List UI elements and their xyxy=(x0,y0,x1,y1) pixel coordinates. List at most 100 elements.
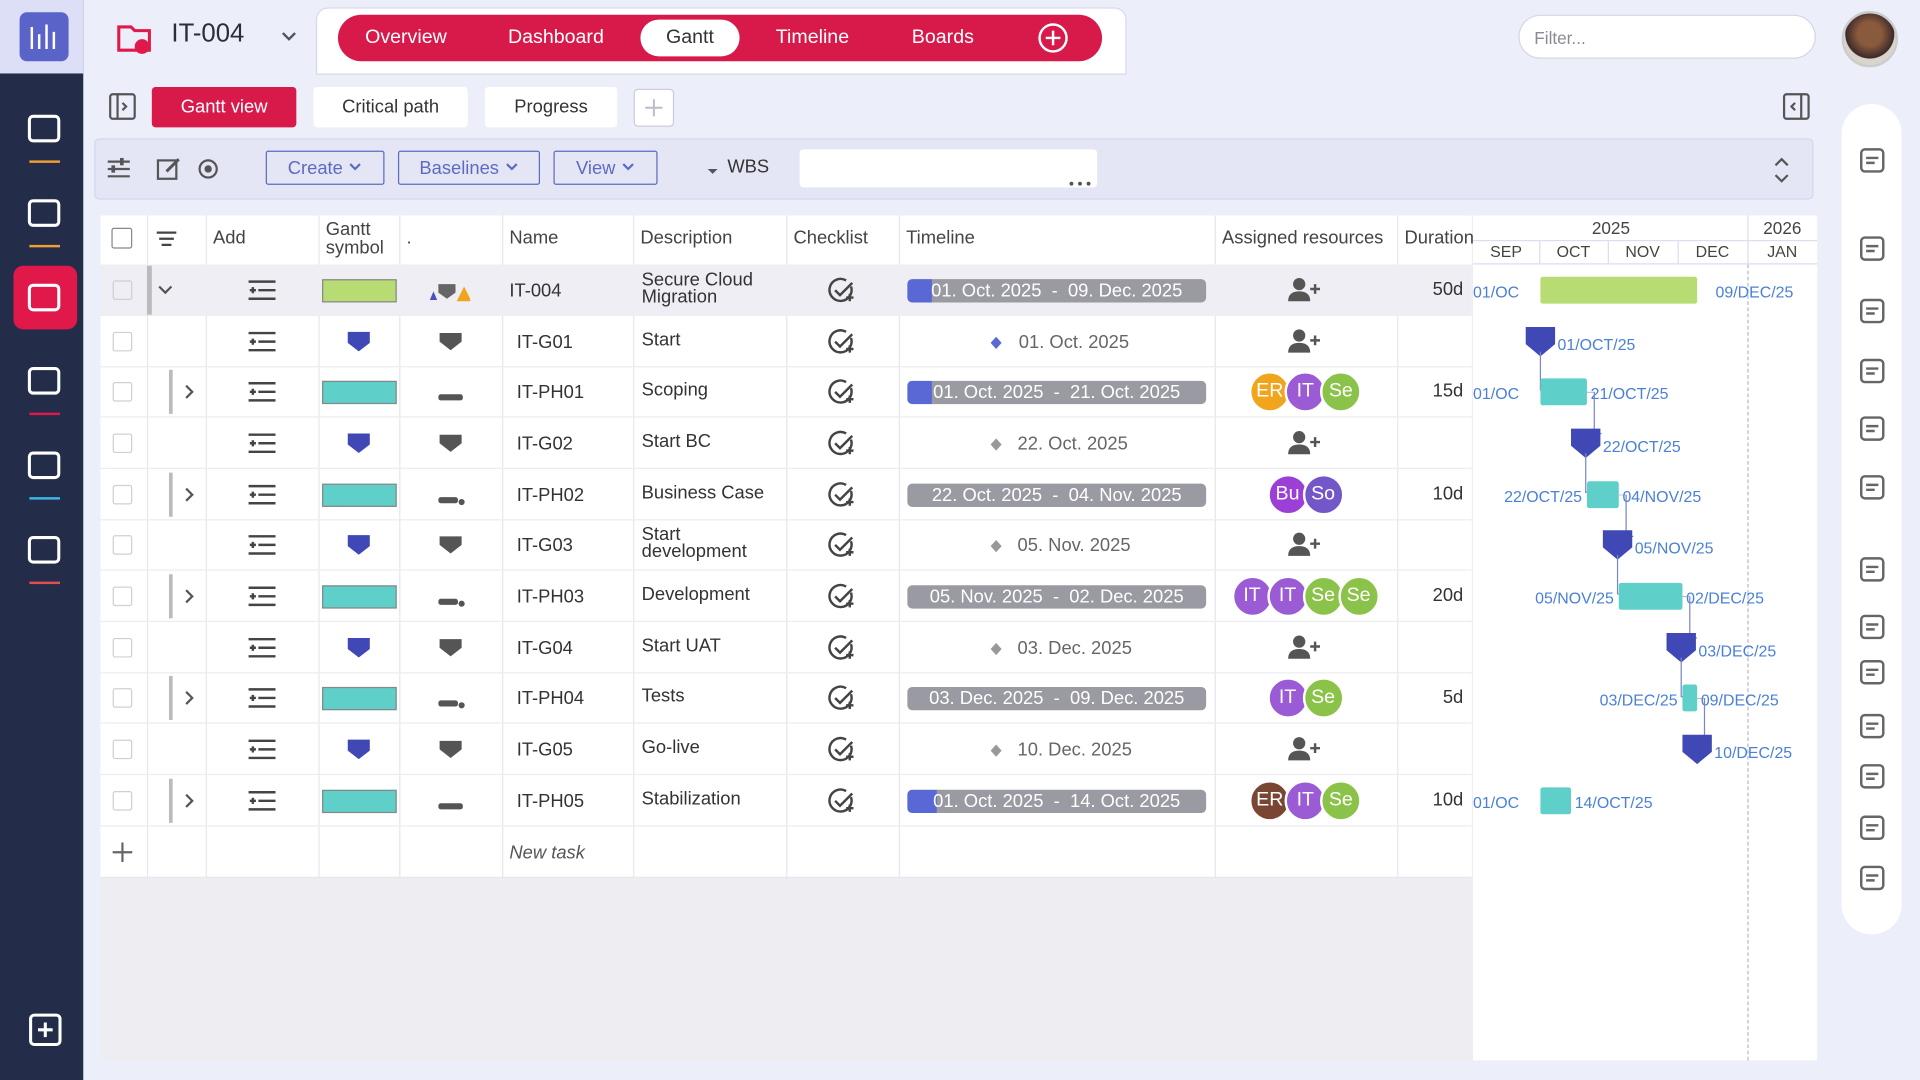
gantt-bar[interactable] xyxy=(1682,684,1698,712)
view-tab[interactable]: Gantt view xyxy=(151,86,297,128)
nav-tab[interactable]: Gantt xyxy=(640,19,740,57)
gantt-bar[interactable] xyxy=(1586,481,1619,509)
expand-toggle[interactable] xyxy=(181,486,198,509)
task-description[interactable]: Start development xyxy=(641,524,747,563)
tool-target[interactable] xyxy=(195,156,222,189)
task-description[interactable]: Secure Cloud Migration xyxy=(641,269,753,308)
add-subtask[interactable] xyxy=(247,584,276,615)
task-description[interactable]: Start BC xyxy=(641,431,712,452)
gantt-milestone[interactable] xyxy=(1570,427,1602,465)
gantt-milestone[interactable] xyxy=(1602,529,1634,567)
expand-toggle[interactable] xyxy=(181,689,198,712)
view-tab[interactable]: Critical path xyxy=(313,86,468,128)
add-subtask[interactable] xyxy=(247,278,276,309)
checklist-icon[interactable] xyxy=(827,277,856,310)
gantt-bar[interactable] xyxy=(1540,787,1572,815)
expand-toggle[interactable] xyxy=(157,282,174,305)
right-tool-icon[interactable] xyxy=(1856,355,1888,393)
task-name[interactable]: IT-004 xyxy=(509,280,562,302)
toolbar-button[interactable]: View xyxy=(553,150,658,185)
header-sort[interactable] xyxy=(156,229,178,255)
checklist-icon[interactable] xyxy=(827,481,856,514)
nav-add[interactable] xyxy=(1036,21,1070,61)
resource-avatar[interactable]: IT xyxy=(1284,371,1327,413)
tool-edit[interactable] xyxy=(156,156,183,189)
right-tool-icon[interactable] xyxy=(1856,656,1888,694)
row-checkbox[interactable] xyxy=(112,586,133,607)
view-tab[interactable]: Progress xyxy=(484,86,618,128)
row-checkbox[interactable] xyxy=(112,382,133,402)
row-checkbox[interactable] xyxy=(112,637,133,658)
add-subtask[interactable] xyxy=(247,482,276,513)
nav-tab[interactable]: Overview xyxy=(365,26,447,48)
right-tool-icon[interactable] xyxy=(1856,413,1888,451)
resource-avatar[interactable]: ER xyxy=(1248,780,1291,822)
gantt-milestone[interactable] xyxy=(1681,733,1713,771)
right-tool-icon[interactable] xyxy=(1856,812,1888,850)
task-name[interactable]: IT-G03 xyxy=(516,535,573,556)
side-nav-icon[interactable] xyxy=(24,195,63,238)
task-description[interactable]: Stabilization xyxy=(641,788,741,810)
wbs-input[interactable] xyxy=(799,149,1098,188)
assign-resource[interactable] xyxy=(1287,634,1321,667)
resource-avatar[interactable]: IT xyxy=(1284,780,1327,822)
nav-tab[interactable]: Boards xyxy=(911,26,974,48)
right-tool-icon[interactable] xyxy=(1856,471,1888,509)
task-description[interactable]: Start UAT xyxy=(641,635,721,657)
task-name[interactable]: IT-G05 xyxy=(516,739,573,761)
expand-toggle[interactable] xyxy=(181,792,198,815)
row-checkbox[interactable] xyxy=(112,688,133,708)
header-checkbox[interactable] xyxy=(111,227,133,249)
resource-avatar[interactable]: Se xyxy=(1337,575,1380,618)
resource-avatar[interactable]: Se xyxy=(1320,371,1362,413)
row-checkbox[interactable] xyxy=(112,739,133,760)
row-checkbox[interactable] xyxy=(112,280,133,301)
nav-tab[interactable]: Timeline xyxy=(775,26,850,48)
task-name[interactable]: IT-PH03 xyxy=(516,586,585,608)
resource-avatar[interactable]: So xyxy=(1302,473,1344,516)
task-name[interactable]: IT-PH05 xyxy=(516,791,585,812)
tool-settings[interactable] xyxy=(105,156,132,189)
assign-resource[interactable] xyxy=(1287,328,1321,361)
wbs-arrow[interactable] xyxy=(707,162,719,184)
checklist-icon[interactable] xyxy=(827,684,856,717)
row-checkbox[interactable] xyxy=(112,433,133,454)
add-subtask[interactable] xyxy=(247,737,276,768)
resource-avatar[interactable]: Bu xyxy=(1266,473,1309,516)
add-subtask[interactable] xyxy=(247,533,276,564)
add-icon[interactable] xyxy=(27,1011,64,1054)
right-tool-icon[interactable] xyxy=(1856,295,1888,333)
row-checkbox[interactable] xyxy=(112,484,133,505)
wbs-more[interactable] xyxy=(1068,171,1092,193)
user-avatar[interactable] xyxy=(1841,11,1898,68)
gantt-milestone[interactable] xyxy=(1665,632,1697,670)
toolbar-button[interactable]: Create xyxy=(265,150,385,185)
right-tool-icon[interactable] xyxy=(1856,862,1888,900)
task-name[interactable]: IT-PH01 xyxy=(516,382,585,403)
project-dropdown[interactable] xyxy=(279,27,299,53)
new-task[interactable]: New task xyxy=(509,842,585,864)
add-subtask[interactable] xyxy=(247,636,276,667)
toolbar-button[interactable]: Baselines xyxy=(397,150,541,185)
task-description[interactable]: Business Case xyxy=(641,482,765,504)
resource-avatar[interactable]: IT xyxy=(1231,575,1273,618)
expand-toggle[interactable] xyxy=(181,588,198,611)
toolbar-expand[interactable] xyxy=(1772,154,1792,192)
gantt-bar[interactable] xyxy=(1540,276,1698,304)
panel-toggle[interactable] xyxy=(108,92,137,128)
side-nav-icon[interactable] xyxy=(24,447,63,490)
checklist-icon[interactable] xyxy=(827,430,856,463)
task-name[interactable]: IT-PH04 xyxy=(516,688,585,709)
resource-avatar[interactable]: IT xyxy=(1266,575,1309,618)
add-subtask[interactable] xyxy=(247,431,276,462)
side-nav-icon[interactable] xyxy=(24,110,63,153)
row-checkbox[interactable] xyxy=(112,331,133,352)
checklist-icon[interactable] xyxy=(827,787,856,820)
row-checkbox[interactable] xyxy=(112,791,133,811)
resource-avatar[interactable]: Se xyxy=(1320,780,1362,822)
add-subtask[interactable] xyxy=(247,380,276,411)
checklist-icon[interactable] xyxy=(827,531,856,564)
task-description[interactable]: Tests xyxy=(641,685,685,707)
nav-active[interactable] xyxy=(13,265,78,330)
side-nav-icon[interactable] xyxy=(24,362,63,405)
